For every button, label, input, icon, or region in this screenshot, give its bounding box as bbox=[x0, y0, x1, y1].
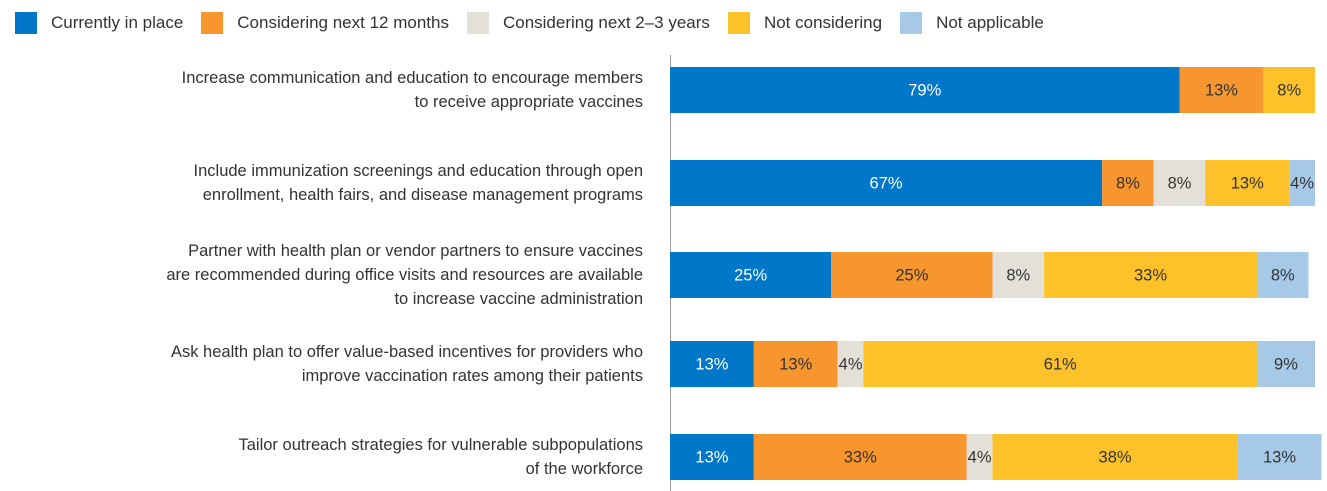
bar-segment bbox=[992, 252, 1045, 298]
bar-segment bbox=[1044, 252, 1257, 298]
value-label: 61% bbox=[1044, 355, 1077, 373]
bar-segment bbox=[670, 434, 754, 480]
legend-label: Not applicable bbox=[936, 13, 1044, 32]
value-label: 25% bbox=[734, 266, 767, 284]
bar-segment bbox=[753, 434, 967, 480]
bar-segment bbox=[1205, 160, 1290, 206]
value-label: 33% bbox=[844, 448, 877, 466]
bar-segment bbox=[1263, 67, 1315, 113]
bar-segment bbox=[992, 434, 1238, 480]
value-label: 13% bbox=[779, 355, 812, 373]
bar-segment bbox=[670, 67, 1180, 113]
legend-item: Not considering bbox=[727, 12, 883, 34]
value-label: 9% bbox=[1274, 355, 1298, 373]
legend-swatch bbox=[727, 12, 750, 34]
value-label: 13% bbox=[1205, 81, 1238, 99]
legend-label: Considering next 2–3 years bbox=[502, 13, 710, 32]
value-label: 67% bbox=[870, 174, 903, 192]
value-label: 13% bbox=[695, 448, 728, 466]
bar-segment bbox=[863, 341, 1257, 387]
legend: Currently in place Considering next 12 mo… bbox=[15, 12, 1062, 34]
value-label: 8% bbox=[1006, 266, 1030, 284]
value-label: 13% bbox=[1231, 174, 1264, 192]
bar-segment bbox=[753, 341, 838, 387]
value-label: 4% bbox=[839, 355, 863, 373]
category-label: Tailor outreach strategies for vulnerabl… bbox=[238, 436, 644, 478]
bar-segment bbox=[1237, 434, 1322, 480]
value-label: 4% bbox=[968, 448, 992, 466]
bar-segment bbox=[1256, 252, 1309, 298]
value-label: 4% bbox=[1290, 174, 1314, 192]
value-label: 8% bbox=[1277, 81, 1301, 99]
bar-segment bbox=[966, 434, 993, 480]
legend-swatch bbox=[201, 12, 224, 34]
value-label: 8% bbox=[1116, 174, 1140, 192]
legend-swatch bbox=[466, 12, 489, 34]
legend-item: Currently in place bbox=[15, 12, 183, 34]
bar-segment bbox=[670, 341, 754, 387]
bar-segment bbox=[837, 341, 864, 387]
bar-segment bbox=[670, 252, 832, 298]
legend-label: Considering next 12 months bbox=[237, 13, 449, 32]
bar-segment bbox=[1179, 67, 1264, 113]
value-label: 8% bbox=[1168, 174, 1192, 192]
bar-segment bbox=[1153, 160, 1206, 206]
value-label: 8% bbox=[1271, 266, 1295, 284]
legend-item: Considering next 2–3 years bbox=[466, 12, 710, 34]
legend-item: Not applicable bbox=[900, 12, 1044, 34]
value-label: 25% bbox=[895, 266, 928, 284]
value-label: 33% bbox=[1134, 266, 1167, 284]
bar-segment bbox=[831, 252, 993, 298]
value-label: 38% bbox=[1099, 448, 1132, 466]
legend-swatch bbox=[900, 12, 923, 34]
legend-swatch bbox=[15, 12, 37, 34]
legend-item: Considering next 12 months bbox=[201, 12, 449, 34]
legend-label: Not considering bbox=[763, 13, 883, 32]
value-label: 13% bbox=[1263, 448, 1296, 466]
category-label: Include immunization screenings and educ… bbox=[193, 162, 643, 204]
bar-segment bbox=[670, 160, 1103, 206]
value-label: 13% bbox=[695, 355, 728, 373]
bar-segment bbox=[1256, 341, 1315, 387]
bar-segment bbox=[1102, 160, 1154, 206]
legend-label: Currently in place bbox=[51, 13, 184, 32]
bar-segment bbox=[1289, 160, 1315, 206]
category-label: Partner with health plan or vendor partn… bbox=[166, 242, 643, 308]
value-label: 79% bbox=[908, 81, 941, 99]
category-label: Increase communication and education to … bbox=[181, 69, 643, 111]
category-label: Ask health plan to offer value-based inc… bbox=[170, 343, 643, 385]
